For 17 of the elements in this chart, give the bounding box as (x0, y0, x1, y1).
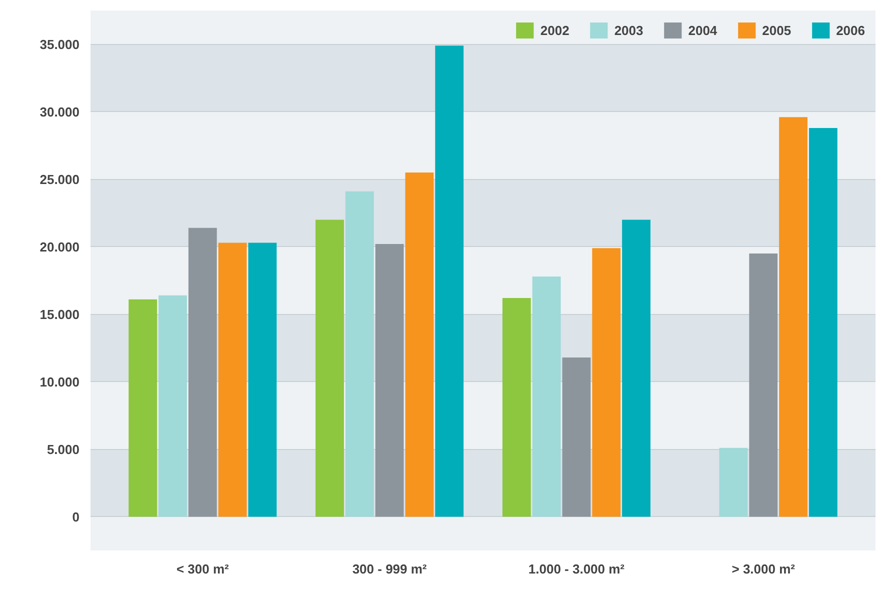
y-tick-label: 10.000 (40, 374, 80, 390)
x-tick-label: 1.000 - 3.000 m² (528, 562, 626, 576)
y-tick-label: 20.000 (40, 239, 80, 254)
legend-label: 2003 (614, 22, 644, 38)
y-tick-label: 0 (72, 509, 80, 524)
y-tick-label: 15.000 (40, 306, 80, 322)
y-tick-label: 25.000 (40, 172, 80, 187)
y-tick-label: 30.000 (40, 104, 80, 120)
x-tick-label: < 300 m² (176, 562, 230, 576)
legend-label: 2002 (540, 22, 570, 38)
y-tick-label: 5.000 (46, 442, 80, 457)
x-tick-label: > 3.000 m² (732, 562, 796, 576)
y-tick-label: 35.000 (40, 36, 80, 52)
legend-label: 2004 (688, 22, 718, 38)
x-tick-label: 300 - 999 m² (352, 562, 428, 576)
legend-label: 2005 (762, 22, 792, 38)
legend-label: 2006 (836, 22, 865, 38)
